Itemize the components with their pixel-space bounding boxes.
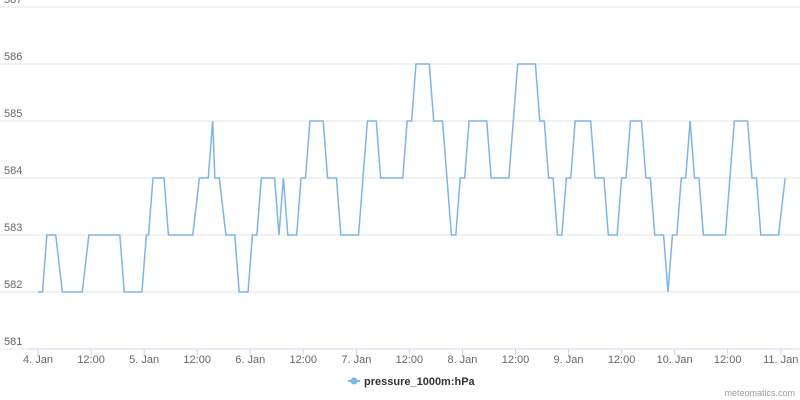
credits: meteomatics.com <box>724 388 795 398</box>
legend-label: pressure_1000m:hPa <box>364 376 476 388</box>
x-tick-label: 5. Jan <box>129 354 159 366</box>
y-tick-label: 586 <box>4 51 22 63</box>
x-tick-label: 12:00 <box>714 354 742 366</box>
y-tick-label: 585 <box>4 108 22 120</box>
x-tick-label: 4. Jan <box>23 354 53 366</box>
x-tick-label: 12:00 <box>502 354 530 366</box>
y-tick-label: 587 <box>4 0 22 6</box>
x-tick-label: 12:00 <box>77 354 105 366</box>
y-tick-label: 582 <box>4 279 22 291</box>
x-tick-label: 12:00 <box>608 354 636 366</box>
x-tick-label: 9. Jan <box>554 354 584 366</box>
x-tick-label: 12:00 <box>396 354 424 366</box>
x-tick-label: 6. Jan <box>235 354 265 366</box>
legend-marker <box>350 377 358 385</box>
y-tick-label: 583 <box>4 222 22 234</box>
data-line <box>38 63 786 293</box>
y-tick-label: 581 <box>4 336 22 348</box>
x-tick-label: 12:00 <box>290 354 318 366</box>
y-tick-label: 584 <box>4 165 22 177</box>
x-tick-label: 8. Jan <box>447 354 477 366</box>
x-tick-label: 11. Jan <box>763 354 798 366</box>
x-tick-label: 12:00 <box>183 354 211 366</box>
x-tick-label: 10. Jan <box>657 354 693 366</box>
x-tick-label: 7. Jan <box>341 354 371 366</box>
